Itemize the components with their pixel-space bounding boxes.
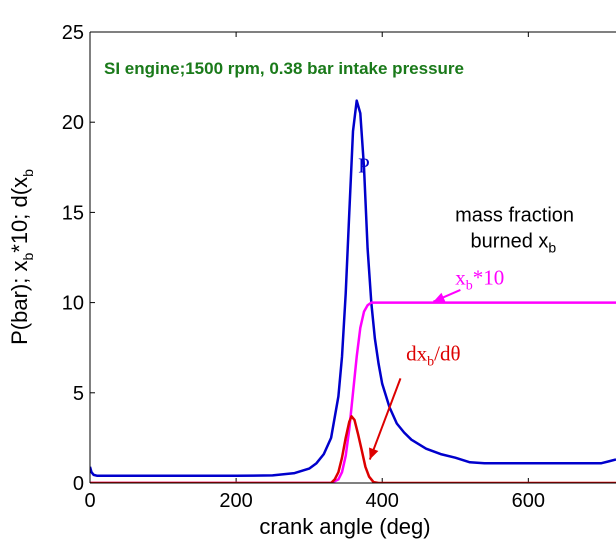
annotation-dxb-dtheta: dxb/dθ — [406, 341, 460, 369]
arrow-head-1 — [369, 447, 379, 460]
y-tick-label: 5 — [73, 383, 84, 405]
y-tick-label: 20 — [62, 112, 84, 134]
annotation-mass-fraction: mass fraction burned xb — [455, 204, 580, 255]
series-layer — [90, 99, 616, 483]
chart-note: SI engine;1500 rpm, 0.38 bar intake pres… — [104, 59, 464, 78]
annotations: P mass fraction burned xb xb*10 dxb/dθ — [358, 154, 580, 370]
y-tick-label: 15 — [62, 202, 84, 224]
series-line-xb10 — [90, 301, 616, 483]
arrow-head-0 — [433, 292, 446, 302]
y-tick-label: 25 — [62, 22, 84, 44]
y-axis-label: P(bar); xb*10; d(xb — [7, 169, 36, 345]
y-tick-label: 10 — [62, 293, 84, 315]
x-tick-label: 0 — [84, 490, 95, 512]
arrow-line-1 — [368, 378, 402, 460]
x-axis-label: crank angle (deg) — [259, 514, 430, 539]
y-tick-label: 0 — [73, 473, 84, 495]
x-tick-label: 600 — [512, 490, 545, 512]
axis-ticks: 0 200 400 600 0 5 10 15 20 25 — [62, 22, 545, 512]
series-line-dxb — [90, 415, 616, 483]
x-tick-label: 400 — [366, 490, 399, 512]
annotation-xb10: xb*10 — [455, 266, 504, 294]
annotation-P: P — [358, 154, 370, 178]
arrows — [368, 289, 461, 460]
x-tick-label: 200 — [219, 490, 252, 512]
series-line-P — [90, 99, 616, 478]
